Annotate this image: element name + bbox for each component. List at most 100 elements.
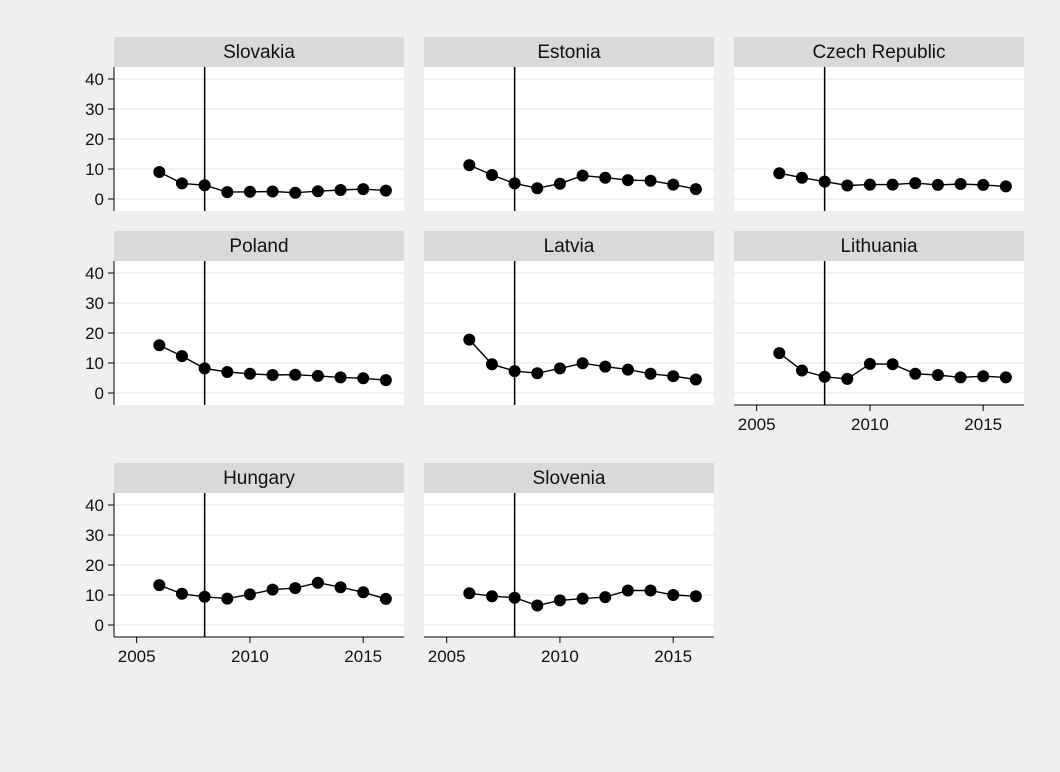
y-tick-label: 10 — [85, 354, 104, 373]
data-point — [153, 339, 166, 352]
data-point — [931, 178, 944, 191]
data-point — [357, 183, 370, 196]
data-point — [621, 174, 634, 187]
panel-title: Lithuania — [840, 236, 918, 257]
data-point — [221, 592, 234, 605]
data-point — [243, 588, 256, 601]
data-point — [863, 357, 876, 370]
data-point — [334, 581, 347, 594]
x-tick-label: 2015 — [654, 647, 692, 666]
data-point — [379, 592, 392, 605]
panel-latvia: Latvia — [424, 231, 714, 405]
panel-estonia: Estonia — [424, 37, 714, 211]
data-point — [311, 576, 324, 589]
data-point — [531, 182, 544, 195]
data-point — [667, 589, 680, 601]
data-point — [773, 347, 786, 360]
data-point — [379, 184, 392, 197]
data-point — [508, 591, 521, 604]
panel-title: Poland — [229, 236, 288, 257]
data-point — [999, 180, 1012, 193]
data-point — [977, 370, 990, 383]
data-point — [689, 373, 702, 386]
data-point — [599, 171, 612, 184]
x-tick-label: 2010 — [851, 415, 889, 434]
data-point — [576, 357, 589, 370]
data-point — [841, 372, 854, 385]
data-point — [621, 584, 634, 597]
y-tick-label: 0 — [95, 616, 104, 635]
data-point — [175, 587, 188, 600]
y-tick-label: 40 — [85, 264, 104, 283]
data-point — [175, 350, 188, 363]
data-point — [266, 369, 279, 381]
data-point — [311, 369, 324, 382]
data-point — [954, 178, 967, 190]
panel-lithuania: Lithuania 2005 2010 2015 — [734, 231, 1024, 434]
data-point — [357, 586, 370, 599]
data-point — [175, 177, 188, 190]
panel-title: Latvia — [544, 236, 595, 257]
data-point — [977, 178, 990, 191]
x-tick-label: 2005 — [118, 647, 156, 666]
data-point — [795, 171, 808, 184]
y-tick-label: 40 — [85, 70, 104, 89]
data-point — [795, 364, 808, 377]
data-point — [599, 360, 612, 373]
data-point — [485, 590, 498, 603]
panel-header — [734, 37, 1024, 67]
panel-title: Estonia — [537, 42, 601, 63]
data-point — [531, 599, 544, 612]
y-tick-label: 30 — [85, 100, 104, 119]
y-tick-label: 20 — [85, 324, 104, 343]
data-point — [773, 167, 786, 180]
panel-title: Slovenia — [533, 468, 606, 489]
panel-header — [114, 231, 404, 261]
data-point — [463, 587, 476, 600]
panel-header — [734, 231, 1024, 261]
data-point — [886, 358, 899, 371]
data-point — [198, 362, 211, 375]
data-point — [909, 177, 922, 190]
panel-poland: Poland 0 10 20 30 40 — [85, 231, 404, 405]
panel-header — [424, 463, 714, 493]
x-tick-label: 2015 — [964, 415, 1002, 434]
data-point — [289, 582, 302, 595]
data-point — [621, 363, 634, 376]
x-tick-label: 2010 — [541, 647, 579, 666]
data-point — [644, 174, 657, 187]
data-point — [485, 169, 498, 181]
panel-slovenia: Slovenia 2005 2010 2015 — [424, 463, 714, 666]
panel-header — [114, 37, 404, 67]
data-point — [599, 591, 612, 604]
data-point — [289, 186, 302, 199]
data-point — [954, 371, 967, 384]
y-tick-label: 10 — [85, 160, 104, 179]
y-tick-label: 0 — [95, 190, 104, 209]
data-point — [553, 177, 566, 190]
data-point — [667, 370, 680, 383]
data-point — [289, 368, 302, 381]
data-point — [931, 369, 944, 381]
data-point — [357, 372, 370, 385]
y-tick-label: 30 — [85, 526, 104, 545]
data-point — [863, 178, 876, 191]
y-tick-label: 20 — [85, 556, 104, 575]
data-point — [243, 367, 256, 380]
data-point — [463, 159, 476, 172]
data-point — [508, 365, 521, 378]
x-tick-label: 2005 — [428, 647, 466, 666]
y-tick-label: 0 — [95, 384, 104, 403]
data-point — [379, 374, 392, 387]
data-point — [818, 370, 831, 383]
data-point — [818, 175, 831, 188]
panel-header — [424, 231, 714, 261]
data-point — [576, 169, 589, 182]
panel-title: Slovakia — [223, 42, 295, 63]
panel-slovakia: Slovakia 0 10 20 30 40 — [85, 37, 404, 211]
x-tick-label: 2010 — [231, 647, 269, 666]
data-point — [644, 584, 657, 597]
data-point — [689, 590, 702, 603]
y-tick-label: 40 — [85, 496, 104, 515]
